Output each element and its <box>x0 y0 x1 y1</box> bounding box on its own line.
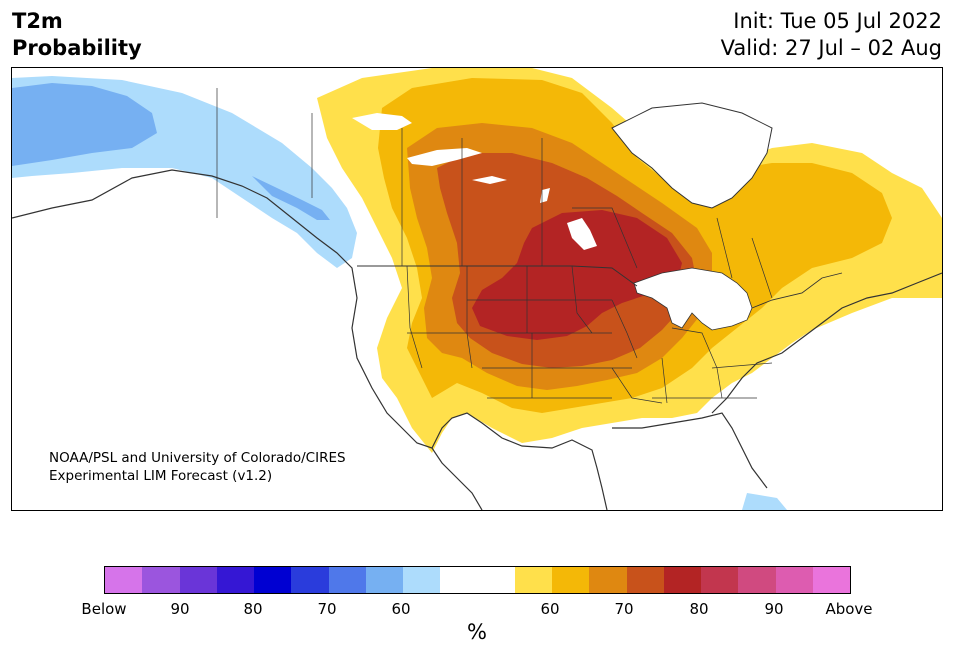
title-variable: T2m <box>12 9 63 33</box>
map-title: T2m Probability <box>12 8 142 62</box>
colorbar-cell <box>738 567 776 593</box>
colorbar-cell <box>663 567 701 593</box>
great-lakes <box>633 267 753 331</box>
credit-line-1: NOAA/PSL and University of Colorado/CIRE… <box>49 450 346 466</box>
great-slave-lake <box>407 148 482 166</box>
title-type: Probability <box>12 36 142 60</box>
credit-text: NOAA/PSL and University of Colorado/CIRE… <box>49 449 346 485</box>
colorbar-tick-label: 90 <box>170 600 190 618</box>
forecast-dates: Init: Tue 05 Jul 2022 Valid: 27 Jul – 02… <box>721 8 942 62</box>
credit-line-2: Experimental LIM Forecast (v1.2) <box>49 468 273 484</box>
colorbar-tick-label: 80 <box>689 600 709 618</box>
colorbar-cell <box>626 567 664 593</box>
colorbar-cell <box>179 567 217 593</box>
colorbar-cell <box>216 567 254 593</box>
colorbar-cell <box>812 567 850 593</box>
colorbar-tick-label: 70 <box>614 600 634 618</box>
cold-region-70 <box>12 83 157 166</box>
colorbar-cell <box>552 567 590 593</box>
init-date: Init: Tue 05 Jul 2022 <box>733 9 942 33</box>
colorbar-cell <box>514 567 552 593</box>
colorbar-cell <box>105 567 143 593</box>
valid-date: Valid: 27 Jul – 02 Aug <box>720 36 942 60</box>
lake-athabasca <box>472 176 507 184</box>
colorbar-unit: % <box>467 620 487 644</box>
colorbar-tick-label: 60 <box>391 600 411 618</box>
state-boundaries <box>406 265 773 404</box>
colorbar-tick-label: Above <box>825 600 873 618</box>
cold-region-70-panhandle <box>252 176 330 220</box>
colorbar-cell <box>142 567 180 593</box>
colorbar-cell <box>328 567 366 593</box>
colorbar-cell <box>701 567 739 593</box>
warm-region-80 <box>472 210 682 340</box>
colorbar-tick-label: 70 <box>317 600 337 618</box>
cold-region-60-florida <box>742 493 787 510</box>
colorbar-cell <box>365 567 403 593</box>
colorbar-tick-label: 80 <box>243 600 263 618</box>
colorbar-tick-label: 90 <box>764 600 784 618</box>
lake-winnipeg <box>567 218 597 250</box>
colorbar <box>104 566 851 594</box>
colorbar-cell <box>403 567 441 593</box>
colorbar-tick-label: Below <box>81 600 127 618</box>
province-boundaries <box>216 88 773 299</box>
north-america-map-svg <box>12 68 942 510</box>
colorbar-cell <box>589 567 627 593</box>
colorbar-cell <box>291 567 329 593</box>
colorbar-cell <box>440 567 515 593</box>
colorbar-cell <box>775 567 813 593</box>
great-bear-lake <box>352 113 412 130</box>
lake-winnipegosis <box>540 188 550 203</box>
colorbar-cell <box>254 567 292 593</box>
colorbar-tick-label: 60 <box>540 600 560 618</box>
hudson-bay <box>611 102 773 209</box>
coastline <box>12 169 942 510</box>
probability-map <box>11 67 943 511</box>
